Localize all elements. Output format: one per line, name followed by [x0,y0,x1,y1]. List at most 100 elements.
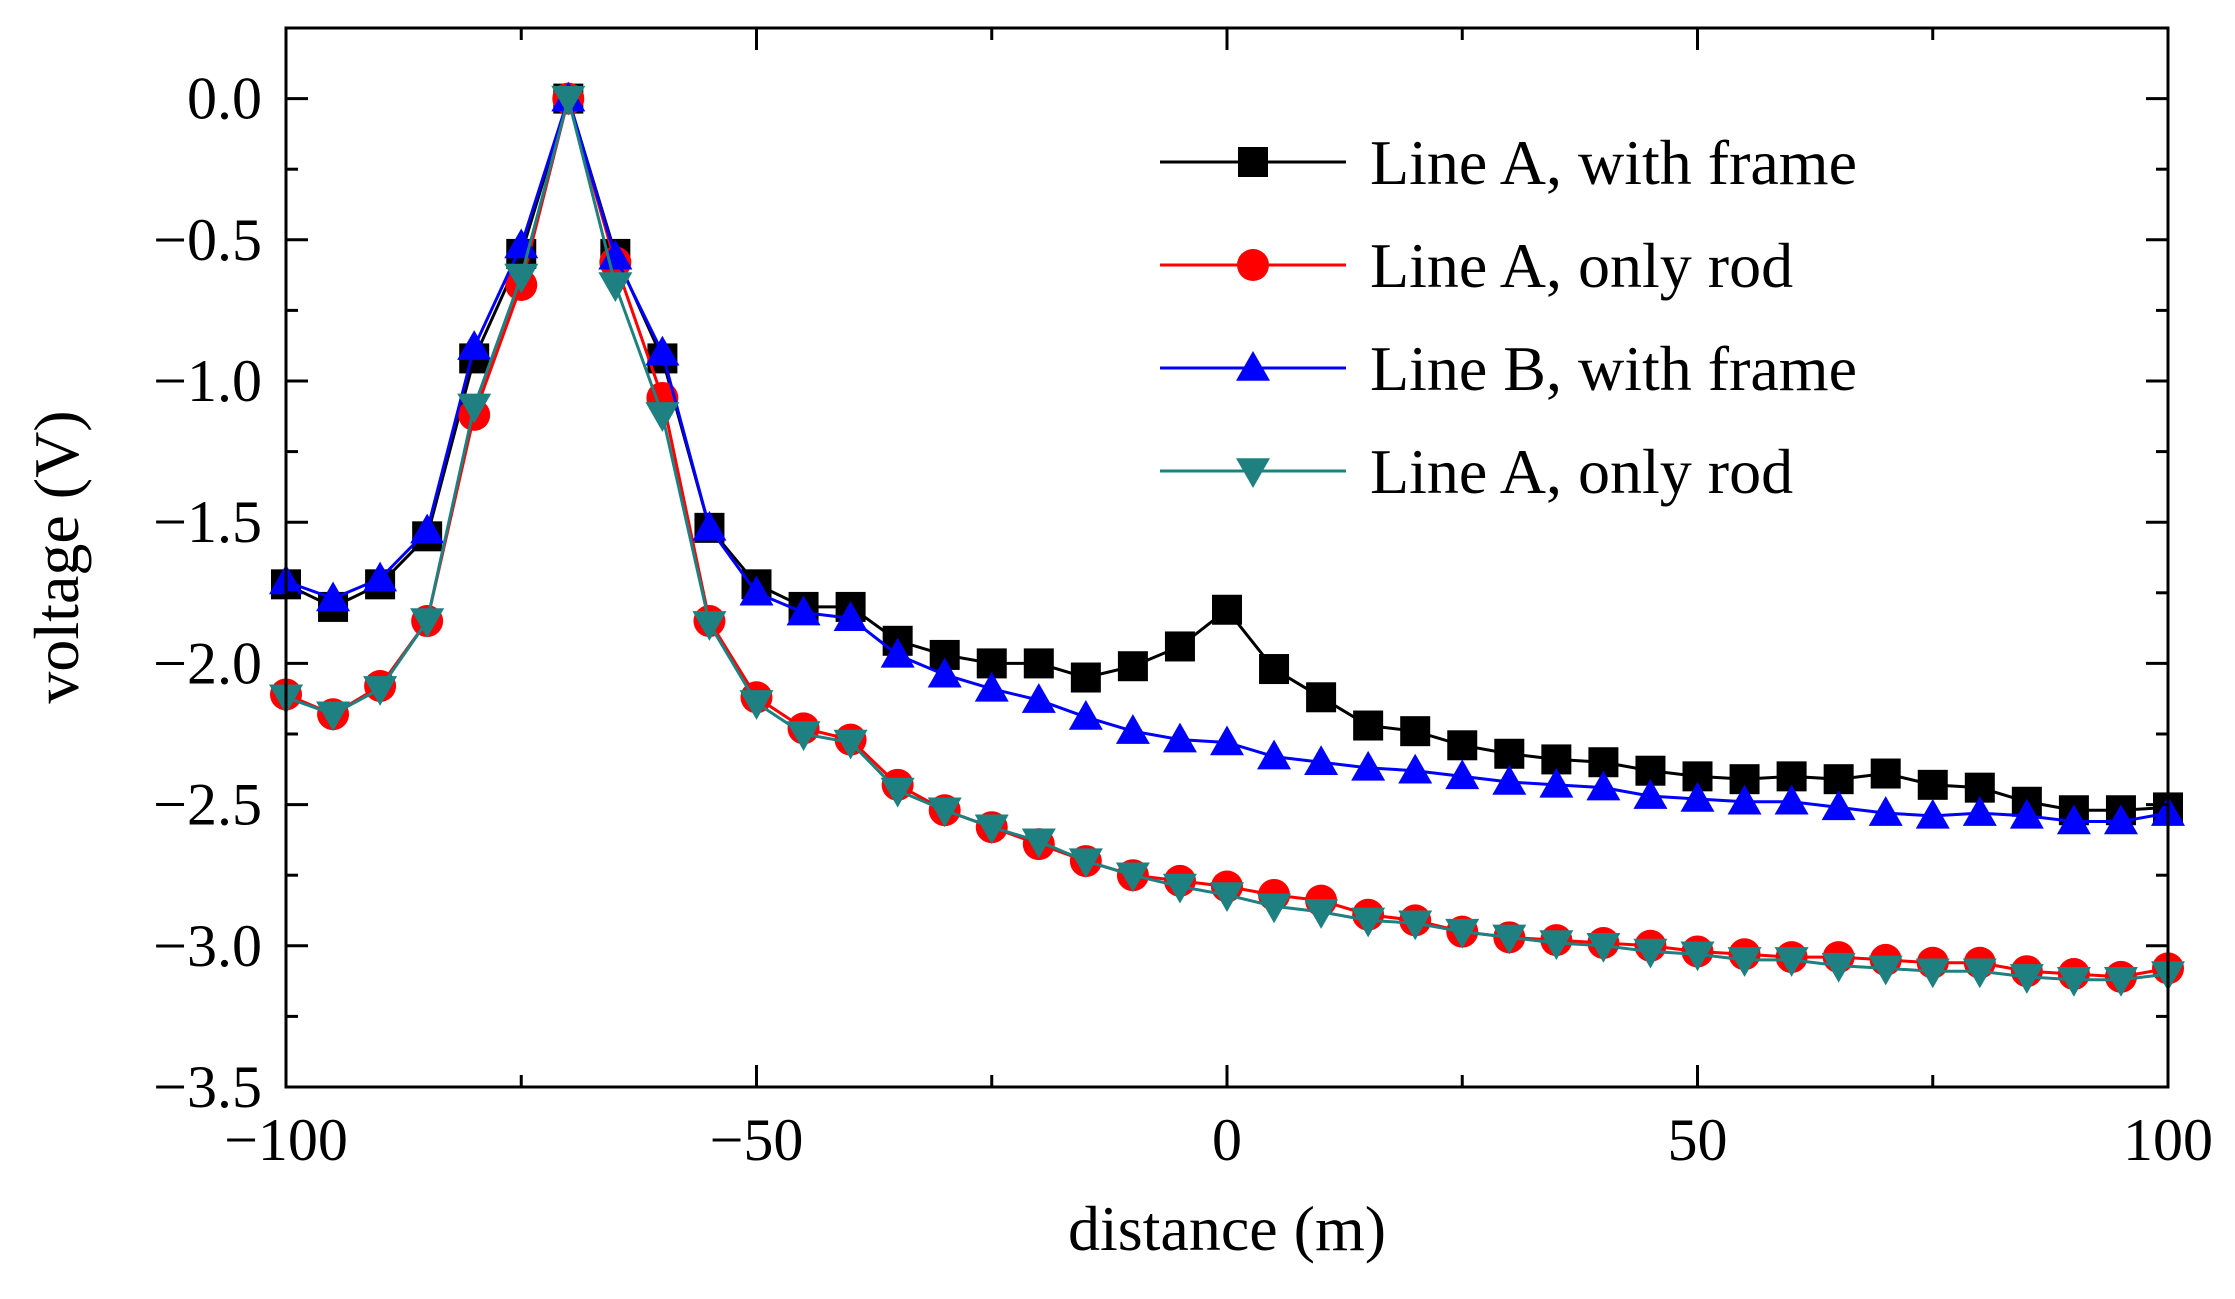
data-point [1398,910,1433,941]
data-point [1304,745,1339,775]
data-point [1917,769,1948,800]
data-point [1021,828,1056,859]
data-point [1823,764,1854,795]
x-tick-label: 0 [1212,1107,1242,1173]
data-point [1212,594,1242,625]
data-point [1915,958,1950,989]
legend-item: Line A, only rod [1160,436,1793,507]
legend-item: Line A, with frame [1160,127,1857,198]
data-point [974,671,1009,702]
data-point [598,239,633,270]
data-point [1398,753,1433,784]
data-point [645,335,680,366]
data-point [1774,947,1809,977]
data-point [551,85,586,116]
data-point [2103,966,2138,997]
data-point [1068,848,1103,879]
legend-label: Line B, with frame [1370,333,1857,404]
data-point [1164,631,1195,662]
data-point [1445,918,1480,949]
data-point [1306,682,1337,713]
data-point [1210,725,1244,756]
series-4 [269,85,2185,997]
data-point [927,657,962,688]
data-point [645,402,680,432]
data-point [1727,784,1762,815]
data-point [1915,798,1950,829]
x-tick-label: 50 [1668,1107,1728,1173]
data-point [739,690,774,720]
data-point [974,814,1009,845]
y-tick-label: 0.0 [187,66,262,132]
data-point [457,330,492,360]
legend-marker [1236,351,1270,381]
data-point [1257,893,1292,924]
data-point [504,263,539,294]
data-point [1117,651,1148,682]
x-tick-labels: −100 −50 0 50 100 [224,1107,2213,1173]
data-point [1162,722,1197,753]
x-tick-label: −100 [224,1107,348,1173]
data-point [1445,759,1480,790]
data-point [1539,767,1574,798]
data-point [786,595,821,626]
data-point [316,701,351,732]
data-point [2103,804,2138,835]
data-point [1586,933,1621,963]
series-3 [269,81,2185,835]
data-point [1304,899,1339,929]
data-point [786,721,821,751]
legend-item: Line B, with frame [1160,333,1857,404]
data-point [316,581,351,612]
series-layer [269,81,2185,997]
data-point [598,272,633,302]
data-point [1821,790,1856,821]
data-point [410,513,445,544]
data-point [692,611,727,641]
data-point [2009,964,2044,994]
data-point [1586,770,1621,801]
data-point [1070,662,1101,693]
legend-label: Line A, with frame [1370,127,1857,198]
y-tick-label: −2.5 [153,772,262,838]
data-point [1210,882,1244,912]
data-point [1633,779,1668,809]
legend: Line A, with frame Line A, only rod Line B… [1160,127,1857,507]
y-tick-label: −3.0 [153,913,262,979]
data-point [1539,930,1574,960]
data-point [1162,873,1197,904]
y-tick-label: −0.5 [153,207,262,273]
data-point [1962,796,1997,826]
data-point [1774,784,1809,815]
data-point [1870,758,1901,789]
data-point [1259,654,1290,685]
data-point [1021,683,1056,713]
data-point [2009,798,2044,829]
y-tick-labels: 0.0 −0.5 −1.0 −1.5 −2.0 −2.5 −3.0 −3.5 [153,66,262,1120]
data-point [1447,730,1478,761]
data-point [1351,750,1386,781]
data-point [1351,907,1386,938]
legend-label: Line A, only rod [1370,436,1793,507]
legend-marker [1236,458,1270,488]
legend-marker [1238,147,1268,177]
data-point [363,561,398,592]
y-axis-label: voltage (V) [21,410,92,703]
data-point [1400,716,1431,747]
data-point [833,601,868,631]
y-tick-label: −2.0 [153,630,262,696]
x-axis-label: distance (m) [1068,1193,1386,1264]
data-point [1257,739,1292,770]
y-tick-label: −3.5 [153,1054,262,1120]
data-point [1115,862,1150,893]
data-point [1068,700,1103,730]
legend-label: Line A, only rod [1370,230,1793,301]
y-tick-label: −1.0 [153,348,262,414]
data-point [2056,804,2091,835]
data-point [1821,952,1856,983]
y-tick-label: −1.5 [153,489,262,555]
data-point [1680,941,1715,972]
plot-area [269,26,2185,1089]
data-point [1492,924,1527,955]
